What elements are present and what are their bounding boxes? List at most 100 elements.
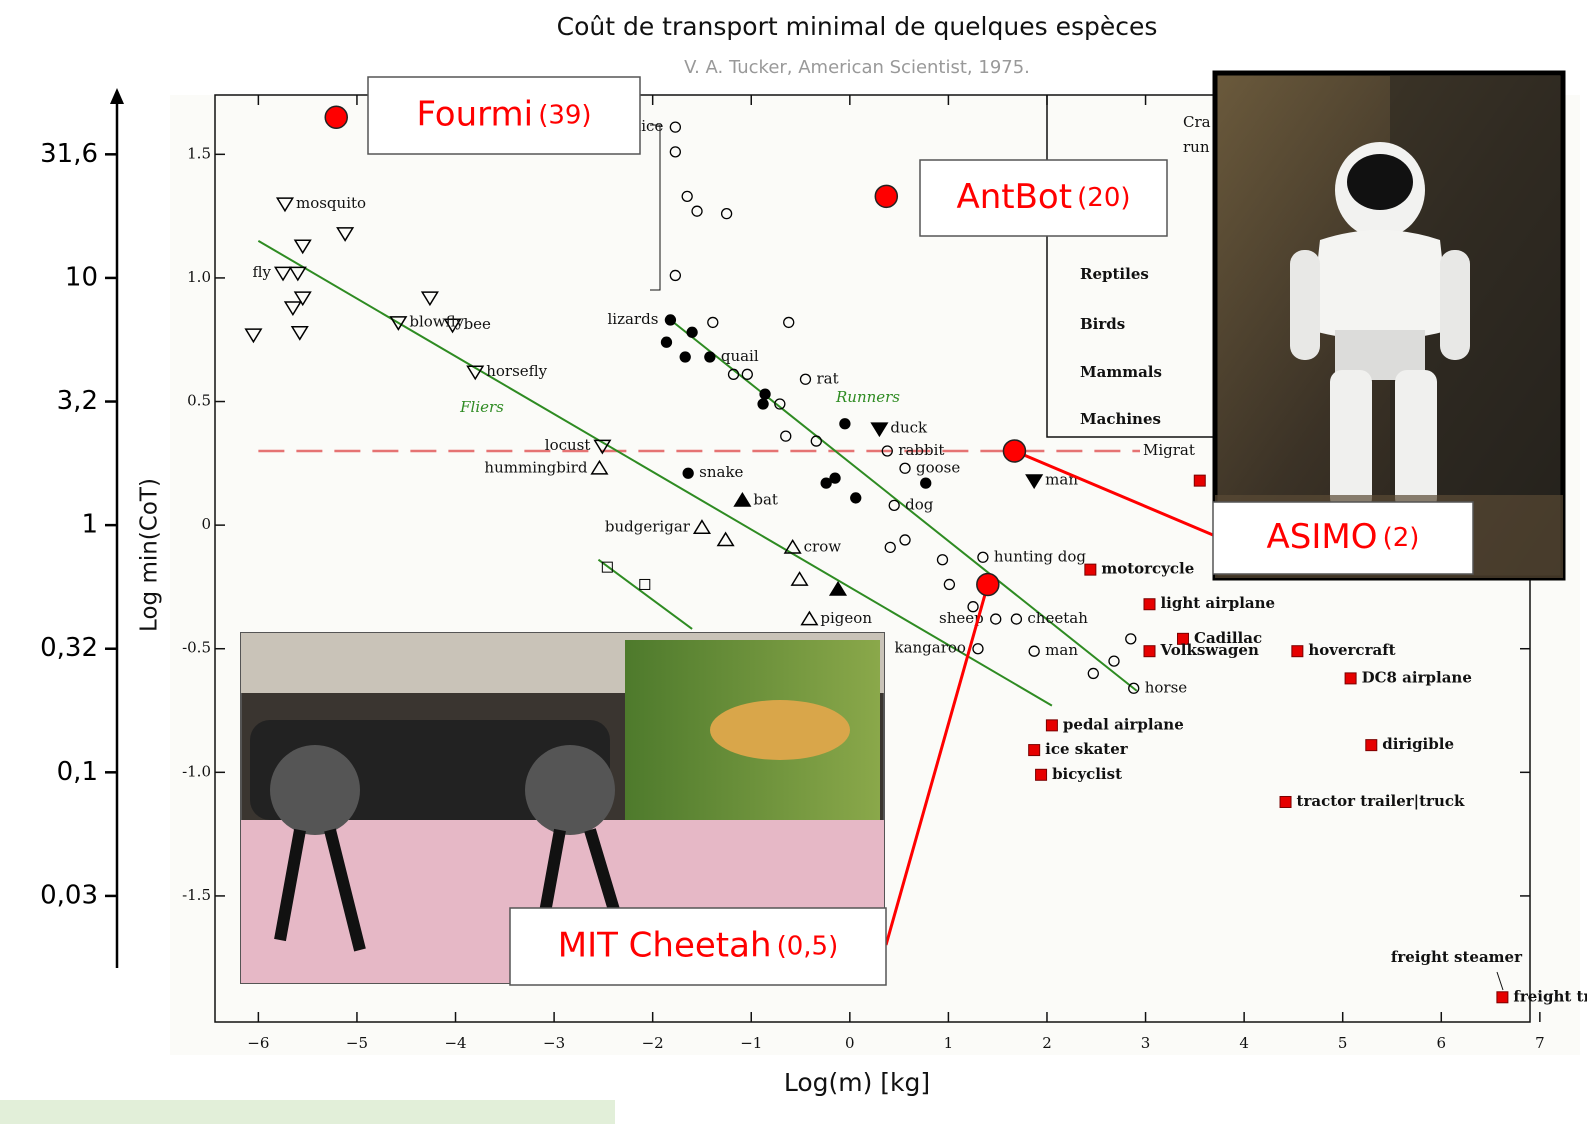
data-point [1035,768,1048,781]
point-label: Volkswagen [1159,641,1258,659]
point-label: crow [804,537,842,555]
robot-cot: (0,5) [777,931,839,961]
data-point [1045,719,1058,732]
y-tick-label: -1.5 [182,886,211,904]
x-tick-label: 7 [1535,1034,1545,1052]
robot-point [1002,439,1027,463]
threshold-label: Migrat [1143,441,1195,459]
point-label: locust [545,436,591,454]
point-label: horsefly [486,362,547,380]
y2-tick-label: 31,6 [40,139,98,169]
point-label: horse [1145,678,1188,696]
data-point [783,538,802,554]
x-tick-label: −3 [543,1034,565,1052]
robot-cot: (20) [1077,183,1130,213]
x-tick-label: 6 [1437,1034,1447,1052]
x-tick-label: 4 [1239,1034,1249,1052]
robot-connector [884,584,990,946]
point-label: budgerigar [605,518,691,536]
data-point [1365,739,1378,752]
robot-name: ASIMO [1267,517,1378,557]
y-tick-label: -1.0 [182,762,211,780]
data-point [293,239,312,255]
data-point [1143,598,1156,611]
point-label: light airplane [1160,594,1275,612]
point-label: freight train [1513,987,1587,1005]
point-label: sheep [939,609,984,627]
data-point [759,388,771,400]
point-label: duck [890,419,928,437]
data-point [774,398,786,410]
y-axis-label: Log min(CoT) [137,478,163,632]
data-point [1010,613,1023,625]
y-tick-label: 0.5 [187,392,211,410]
y-tick-label: 1.5 [187,144,211,162]
point-label: blowfly [409,312,464,330]
data-point [336,227,355,242]
robot-point [874,184,899,209]
legend-text: Birds [1080,315,1125,333]
legend-text: run [1183,138,1210,156]
data-point [669,269,681,282]
data-point [593,439,612,455]
x-axis-label: Log(m) [kg] [784,1068,930,1097]
robot-point [976,572,1000,597]
robot-label-box [919,159,1168,237]
robot-name: MIT Cheetah [558,925,772,965]
data-point [899,534,911,546]
data-point [1025,474,1044,490]
footer-band [0,1100,615,1124]
data-point [669,146,681,158]
data-point [1291,645,1304,658]
data-point [800,610,819,626]
data-point [420,291,439,307]
data-point [707,316,719,329]
robot-label-box [1212,501,1474,575]
point-label: lizards [607,310,658,328]
y2-tick-label: 0,32 [40,633,98,663]
data-point [1028,645,1040,657]
y2-tick-label: 1 [81,510,98,540]
data-point [1128,682,1140,694]
point-label: bicyclist [1052,765,1122,783]
point-label: goose [916,458,960,476]
data-point [720,208,733,220]
robot-label: AntBot (20) [956,177,1130,217]
data-point [389,316,408,331]
x-tick-label: 1 [944,1034,954,1052]
data-point [716,531,735,547]
plot-base: −6 −5 −4 −3 −2 −1 0 1 2 3 4 5 6 7 1.5 1.0 0.5 0 -0.5 -1.0 -1… [40,95,1587,1052]
data-point [1087,667,1099,680]
x-tick-label: 0 [845,1034,855,1052]
point-label: fly [253,263,272,281]
data-point [664,314,677,326]
robot-label-box [509,907,887,986]
data-point [839,418,851,430]
point-label: pedal airplane [1063,715,1184,733]
data-point [682,467,694,479]
x-tick-label: 2 [1042,1034,1052,1052]
outer-axis-arrow [110,88,124,104]
data-point [780,430,792,442]
point-label: hummingbird [484,458,587,476]
robot-label: ASIMO (2) [1267,517,1420,557]
point-label: quail [721,347,759,365]
data-point [943,578,956,591]
data-point [820,477,832,489]
y-tick-label: -0.5 [182,639,211,657]
plot-area: Fourmi (39) AntBot (20) ASIMO (2) MIT Cheet… [324,76,1474,986]
extra-label: freight steamer [1391,948,1523,966]
robot-label-box [367,76,641,155]
data-point [936,554,949,566]
data-point [888,499,900,512]
robot-point [324,105,348,129]
point-label: hovercraft [1308,641,1395,659]
data-point [639,578,651,590]
legend-text: Mammals [1080,363,1162,381]
data-point [727,368,740,380]
data-point [1496,991,1509,1004]
data-point [466,365,485,381]
data-point [810,435,822,447]
